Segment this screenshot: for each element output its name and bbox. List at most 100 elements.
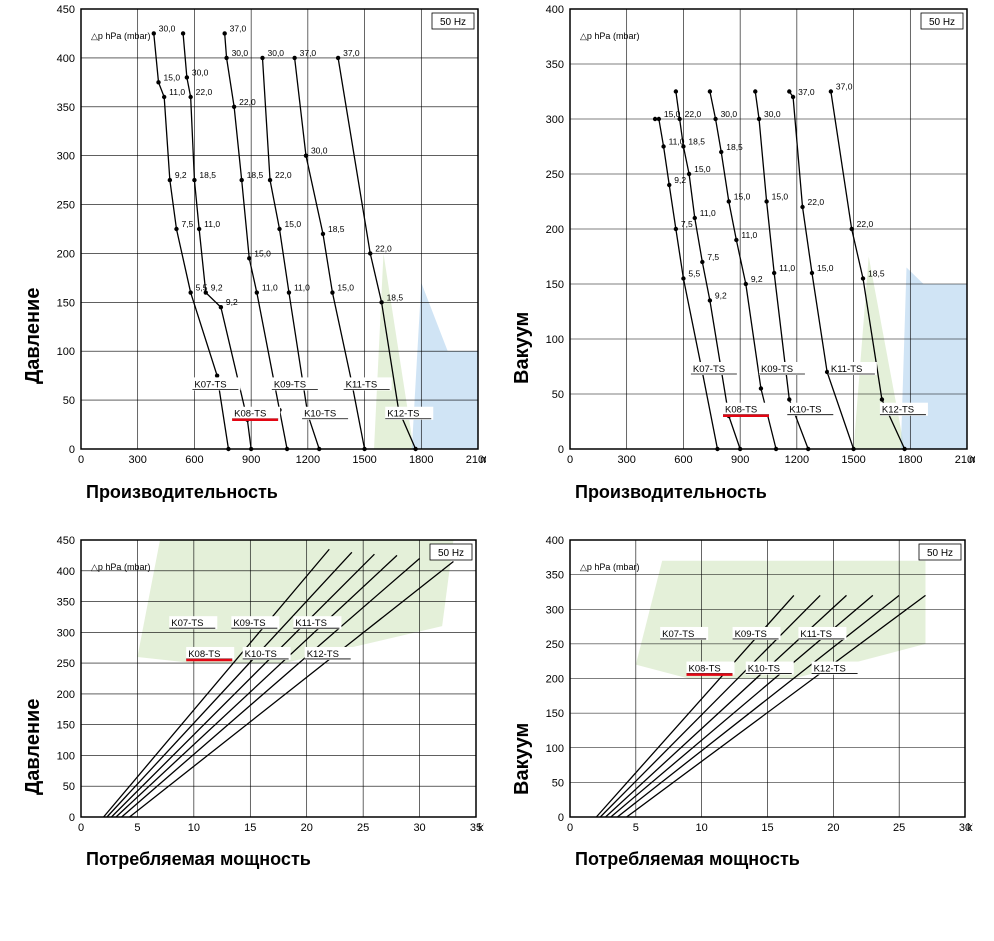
- data-point: [674, 89, 678, 93]
- data-point: [197, 227, 201, 231]
- y-tick-label: 250: [57, 658, 75, 670]
- point-value-label: 30,0: [267, 48, 284, 58]
- data-point: [413, 447, 417, 451]
- x-unit-label: kW: [478, 822, 484, 834]
- point-value-label: 22,0: [685, 109, 702, 119]
- data-point: [667, 183, 671, 187]
- point-value-label: 22,0: [196, 87, 213, 97]
- hz-label: 50 Hz: [927, 548, 953, 559]
- y-tick-label: 0: [69, 812, 75, 824]
- series-label: K12-TS: [387, 409, 419, 420]
- hz-label: 50 Hz: [929, 17, 955, 28]
- point-value-label: 11,0: [262, 283, 278, 293]
- data-point: [791, 95, 795, 99]
- series-label: K10-TS: [304, 409, 336, 420]
- point-value-label: 18,5: [688, 137, 705, 147]
- shaded-region-green: [636, 561, 926, 679]
- point-value-label: 9,2: [715, 291, 727, 301]
- point-value-label: 22,0: [375, 243, 392, 253]
- point-value-label: 30,0: [764, 109, 781, 119]
- x-tick-label: 1200: [785, 454, 809, 466]
- chart-svg: 0510152025303505010015020025030035040045…: [26, 535, 484, 847]
- data-point: [152, 31, 156, 35]
- point-value-label: 15,0: [694, 164, 711, 174]
- x-tick-label: 900: [731, 454, 749, 466]
- chart-pressure-performance: Давление 0300600900120015001800210005010…: [26, 4, 486, 479]
- data-point: [825, 370, 829, 374]
- data-point: [681, 276, 685, 280]
- y-tick-label: 350: [57, 102, 75, 114]
- point-value-label: 37,0: [230, 23, 247, 33]
- point-value-label: 7,5: [707, 252, 719, 262]
- point-value-label: 15,0: [164, 72, 181, 82]
- data-point: [713, 117, 717, 121]
- series-label: K10-TS: [789, 405, 821, 416]
- data-point: [192, 178, 196, 182]
- x-tick-label: 20: [827, 822, 839, 834]
- y-tick-label: 0: [558, 444, 564, 456]
- series-label: K10-TS: [748, 664, 780, 675]
- series-label: K07-TS: [171, 618, 203, 629]
- point-value-label: 37,0: [836, 82, 853, 92]
- point-value-label: 15,0: [772, 192, 789, 202]
- hz-label: 50 Hz: [440, 17, 466, 28]
- data-point: [226, 447, 230, 451]
- point-value-label: 15,0: [285, 219, 302, 229]
- chart-pressure-power: Давление 0510152025303505010015020025030…: [26, 535, 484, 847]
- chart-svg: 0300600900120015001800210005010015020025…: [515, 4, 975, 479]
- data-point: [719, 150, 723, 154]
- y-tick-label: 100: [57, 346, 75, 358]
- y-tick-label: 400: [57, 53, 75, 65]
- data-point: [674, 227, 678, 231]
- page-root: Давление 0300600900120015001800210005010…: [0, 0, 994, 941]
- point-value-label: 15,0: [734, 192, 751, 202]
- point-value-label: 18,5: [726, 142, 743, 152]
- x-tick-label: 900: [242, 454, 260, 466]
- shaded-region-green: [854, 257, 905, 450]
- data-point: [268, 178, 272, 182]
- data-point: [806, 447, 810, 451]
- data-point: [727, 199, 731, 203]
- data-point: [657, 117, 661, 121]
- series-label: K11-TS: [800, 629, 832, 640]
- x-tick-label: 1800: [409, 454, 433, 466]
- y-tick-label: 200: [546, 674, 564, 686]
- y-tick-label: 250: [57, 200, 75, 212]
- dp-unit-label: △p hPa (mbar): [580, 31, 639, 41]
- y-tick-label: 450: [57, 4, 75, 16]
- point-value-label: 22,0: [239, 97, 256, 107]
- data-point: [693, 216, 697, 220]
- series-label: K11-TS: [831, 364, 863, 375]
- data-point: [734, 238, 738, 242]
- point-value-label: 15,0: [254, 248, 271, 258]
- y-tick-label: 50: [63, 781, 75, 793]
- x-tick-label: 0: [78, 454, 84, 466]
- data-point: [379, 300, 383, 304]
- y-tick-label: 250: [546, 169, 564, 181]
- y-tick-label: 150: [546, 708, 564, 720]
- data-point: [851, 447, 855, 451]
- point-value-label: 7,5: [181, 219, 193, 229]
- point-value-label: 22,0: [808, 197, 825, 207]
- data-point: [162, 95, 166, 99]
- y-axis-label: Вакуум: [511, 723, 534, 795]
- series-label: K09-TS: [735, 629, 767, 640]
- point-value-label: 9,2: [226, 297, 238, 307]
- data-point: [156, 80, 160, 84]
- data-point: [330, 290, 334, 294]
- x-tick-label: 0: [567, 454, 573, 466]
- data-point: [774, 447, 778, 451]
- y-tick-label: 300: [546, 114, 564, 126]
- data-point: [304, 153, 308, 157]
- y-tick-label: 50: [63, 395, 75, 407]
- series-label: K11-TS: [346, 379, 378, 390]
- series-label: K07-TS: [693, 364, 725, 375]
- data-point: [764, 199, 768, 203]
- x-tick-label: 600: [185, 454, 203, 466]
- y-tick-label: 300: [57, 627, 75, 639]
- series-line: [710, 92, 776, 450]
- data-point: [744, 282, 748, 286]
- data-point: [687, 172, 691, 176]
- data-point: [757, 117, 761, 121]
- data-point: [219, 305, 223, 309]
